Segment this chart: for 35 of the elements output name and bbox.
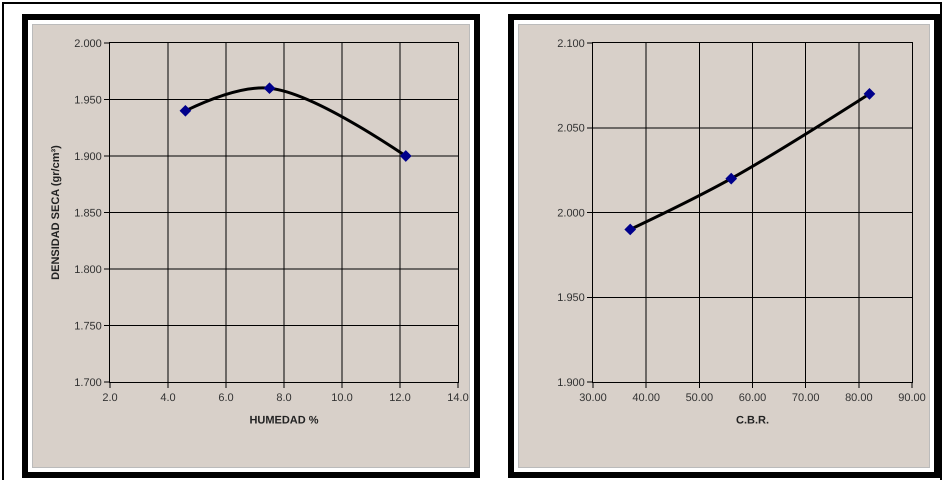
- y-tick-label: 1.700: [74, 376, 102, 389]
- x-tick-label: 10.0: [331, 392, 353, 404]
- y-tick-label: 2.100: [557, 38, 585, 50]
- y-tick-label: 2.050: [557, 122, 585, 135]
- y-tick-label: 1.800: [74, 264, 102, 276]
- y-tick-label: 1.950: [74, 94, 102, 106]
- x-tick-label: 4.0: [160, 392, 176, 404]
- x-tick-label: 8.0: [276, 392, 292, 404]
- x-tick-label: 14.0: [447, 392, 469, 404]
- y-tick-label: 1.900: [74, 150, 102, 163]
- point: [400, 150, 412, 162]
- x-axis-title: C.B.R.: [736, 414, 769, 426]
- x-tick-label: 50.00: [686, 392, 714, 404]
- y-tick-label: 2.000: [557, 207, 585, 220]
- x-tick-label: 2.0: [102, 392, 118, 404]
- x-tick-label: 80.00: [845, 392, 873, 404]
- y-axis-title: DENSIDAD SECA (gr/cm³): [50, 144, 62, 280]
- x-axis-title: HUMEDAD %: [249, 414, 319, 426]
- x-tick-label: 12.0: [389, 392, 411, 404]
- y-tick-label: 1.750: [74, 320, 102, 332]
- x-tick-label: 60.00: [738, 392, 766, 404]
- point: [725, 172, 738, 184]
- y-tick-label: 1.900: [557, 376, 585, 389]
- x-tick-label: 40.00: [632, 392, 660, 404]
- x-tick-label: 70.00: [792, 392, 820, 404]
- point: [864, 88, 876, 100]
- point: [264, 82, 276, 94]
- point: [624, 224, 636, 236]
- x-tick-label: 6.0: [218, 392, 234, 404]
- point: [180, 104, 192, 117]
- y-tick-label: 1.850: [74, 207, 102, 220]
- x-tick-label: 90.00: [898, 392, 926, 404]
- y-tick-label: 1.950: [557, 292, 585, 304]
- y-tick-label: 2.000: [74, 38, 102, 50]
- x-tick-label: 30.00: [579, 392, 607, 404]
